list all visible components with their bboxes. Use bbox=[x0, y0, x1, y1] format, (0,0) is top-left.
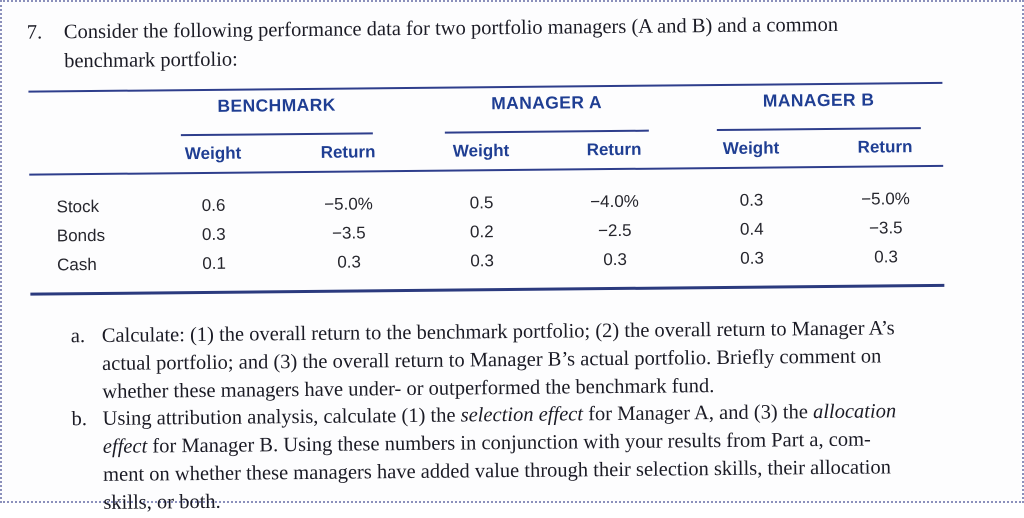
table-cell: 0.2 bbox=[469, 222, 494, 242]
table-rule-bottom bbox=[30, 283, 945, 296]
table-cell: −3.5 bbox=[868, 218, 903, 238]
subheader-manager-b-return: Return bbox=[857, 137, 913, 157]
table-cell: 0.3 bbox=[739, 190, 764, 210]
table-cell: −4.0% bbox=[590, 191, 639, 212]
subheader-manager-b-weight: Weight bbox=[722, 138, 780, 158]
table-cell: −3.5 bbox=[331, 223, 366, 243]
question-a-label: a. bbox=[70, 325, 86, 348]
row-label-stock: Stock bbox=[56, 196, 100, 217]
table-cell: 0.3 bbox=[740, 248, 764, 268]
benchmark-underline bbox=[180, 132, 373, 137]
text-segment: for Manager B. Using these numbers in co… bbox=[147, 428, 871, 458]
manager-a-underline bbox=[444, 129, 649, 134]
text-segment: for Manager A, and (3) the bbox=[582, 401, 814, 426]
italic-allocation: allocation bbox=[812, 400, 897, 424]
problem-number: 7. bbox=[26, 21, 43, 44]
table-cell: −2.5 bbox=[597, 220, 632, 241]
row-label-cash: Cash bbox=[57, 254, 97, 275]
table-cell: 0.3 bbox=[470, 251, 494, 271]
text-segment: Using attribution analysis, calculate (1… bbox=[102, 404, 461, 430]
question-b-label: b. bbox=[71, 408, 88, 431]
italic-effect: effect bbox=[102, 435, 148, 458]
table-cell: 0.6 bbox=[201, 195, 226, 215]
manager-b-underline bbox=[716, 127, 921, 132]
subheader-benchmark-weight: Weight bbox=[184, 143, 242, 164]
performance-table: BENCHMARK MANAGER A MANAGER B Weight Ret… bbox=[28, 81, 945, 297]
italic-selection-effect: selection effect bbox=[460, 403, 584, 427]
problem-statement: 7. Consider the following performance da… bbox=[27, 10, 978, 77]
table-cell: 0.3 bbox=[874, 247, 898, 267]
table-cell: 0.3 bbox=[337, 252, 362, 272]
table-cell: −5.0% bbox=[861, 189, 910, 209]
table-cell: 0.3 bbox=[603, 249, 627, 270]
subheader-manager-a-return: Return bbox=[586, 139, 642, 160]
table-rule-header bbox=[29, 164, 944, 176]
table-cell: 0.4 bbox=[739, 219, 764, 239]
scanned-content: 7. Consider the following performance da… bbox=[27, 10, 978, 514]
col-group-benchmark: BENCHMARK bbox=[217, 94, 336, 116]
table-cell: −5.0% bbox=[324, 194, 373, 214]
subheader-manager-a-weight: Weight bbox=[452, 141, 510, 161]
subheader-benchmark-return: Return bbox=[320, 142, 376, 162]
table-cell: 0.5 bbox=[469, 193, 494, 213]
question-b: b. Using attribution analysis, calculate… bbox=[71, 397, 897, 517]
table-cell: 0.1 bbox=[202, 253, 227, 273]
col-group-manager-a: MANAGER A bbox=[491, 92, 603, 114]
col-group-manager-b: MANAGER B bbox=[762, 89, 875, 111]
table-cell: 0.3 bbox=[201, 224, 226, 244]
row-label-bonds: Bonds bbox=[56, 225, 106, 246]
question-a: a. Calculate: (1) the overall return to … bbox=[71, 314, 896, 406]
